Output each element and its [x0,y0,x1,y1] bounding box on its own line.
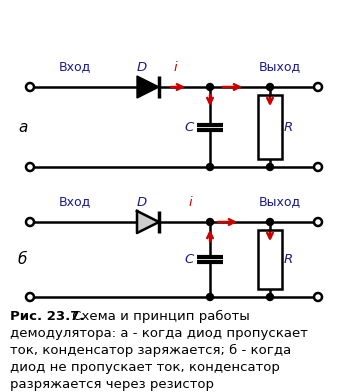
Text: D: D [137,196,147,209]
Text: C: C [185,120,194,134]
Text: R: R [284,253,293,266]
Text: а: а [18,120,28,134]
Circle shape [314,218,322,226]
Text: Выход: Выход [259,60,301,73]
Circle shape [26,293,34,301]
Polygon shape [137,211,159,233]
Circle shape [314,163,322,171]
Text: диод не пропускает ток, конденсатор: диод не пропускает ток, конденсатор [10,361,280,374]
Circle shape [26,83,34,91]
Text: б: б [18,252,28,267]
Text: разряжается через резистор: разряжается через резистор [10,378,214,391]
Circle shape [267,218,273,225]
Text: C: C [185,253,194,266]
Text: Вход: Вход [59,60,91,73]
Circle shape [314,293,322,301]
Circle shape [267,83,273,91]
Text: ток, конденсатор заряжается; б - когда: ток, конденсатор заряжается; б - когда [10,344,291,357]
Bar [258,230,282,289]
Text: Выход: Выход [259,195,301,208]
Text: демодулятора: а - когда диод пропускает: демодулятора: а - когда диод пропускает [10,327,308,340]
Circle shape [314,83,322,91]
Text: Рис. 23.7.: Рис. 23.7. [10,310,85,323]
Text: Схема и принцип работы: Схема и принцип работы [68,310,250,323]
Text: i: i [173,61,177,74]
Polygon shape [137,76,159,98]
Circle shape [206,83,214,91]
Circle shape [206,218,214,225]
Circle shape [267,163,273,171]
Circle shape [267,294,273,301]
Circle shape [206,294,214,301]
Circle shape [206,163,214,171]
Text: R: R [284,120,293,134]
Circle shape [26,218,34,226]
Bar [258,95,282,159]
Text: Вход: Вход [59,195,91,208]
Text: i: i [188,196,192,209]
Text: D: D [137,61,147,74]
Circle shape [26,163,34,171]
